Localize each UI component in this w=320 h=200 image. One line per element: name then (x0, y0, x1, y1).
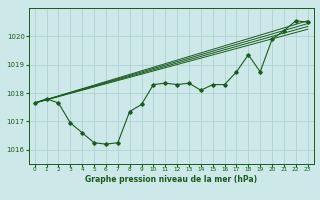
X-axis label: Graphe pression niveau de la mer (hPa): Graphe pression niveau de la mer (hPa) (85, 175, 257, 184)
